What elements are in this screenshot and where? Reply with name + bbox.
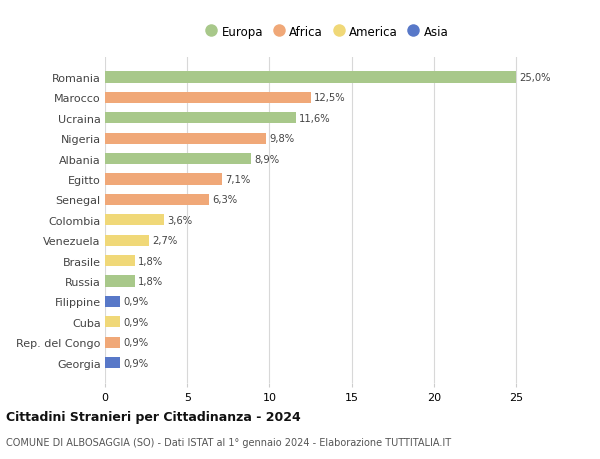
Text: 1,8%: 1,8%: [138, 276, 163, 286]
Bar: [105, 337, 120, 348]
Bar: [105, 256, 134, 267]
Bar: [105, 174, 222, 185]
Bar: [105, 194, 209, 206]
Text: 3,6%: 3,6%: [167, 215, 193, 225]
Text: 0,9%: 0,9%: [123, 297, 148, 307]
Bar: [105, 113, 296, 124]
Bar: [105, 215, 164, 226]
Text: 6,3%: 6,3%: [212, 195, 237, 205]
Text: 25,0%: 25,0%: [520, 73, 551, 83]
Text: 12,5%: 12,5%: [314, 93, 346, 103]
Bar: [105, 357, 120, 369]
Bar: [105, 235, 149, 246]
Text: 1,8%: 1,8%: [138, 256, 163, 266]
Text: 8,9%: 8,9%: [254, 154, 280, 164]
Text: 11,6%: 11,6%: [299, 113, 331, 123]
Text: 0,9%: 0,9%: [123, 358, 148, 368]
Text: 0,9%: 0,9%: [123, 337, 148, 347]
Text: 9,8%: 9,8%: [269, 134, 295, 144]
Text: Cittadini Stranieri per Cittadinanza - 2024: Cittadini Stranieri per Cittadinanza - 2…: [6, 410, 301, 423]
Bar: [105, 133, 266, 145]
Text: 2,7%: 2,7%: [152, 235, 178, 246]
Bar: [105, 296, 120, 308]
Bar: [105, 72, 516, 84]
Text: 7,1%: 7,1%: [225, 174, 250, 185]
Bar: [105, 276, 134, 287]
Bar: [105, 93, 311, 104]
Legend: Europa, Africa, America, Asia: Europa, Africa, America, Asia: [200, 21, 454, 43]
Bar: [105, 154, 251, 165]
Bar: [105, 317, 120, 328]
Text: 0,9%: 0,9%: [123, 317, 148, 327]
Text: COMUNE DI ALBOSAGGIA (SO) - Dati ISTAT al 1° gennaio 2024 - Elaborazione TUTTITA: COMUNE DI ALBOSAGGIA (SO) - Dati ISTAT a…: [6, 437, 451, 447]
